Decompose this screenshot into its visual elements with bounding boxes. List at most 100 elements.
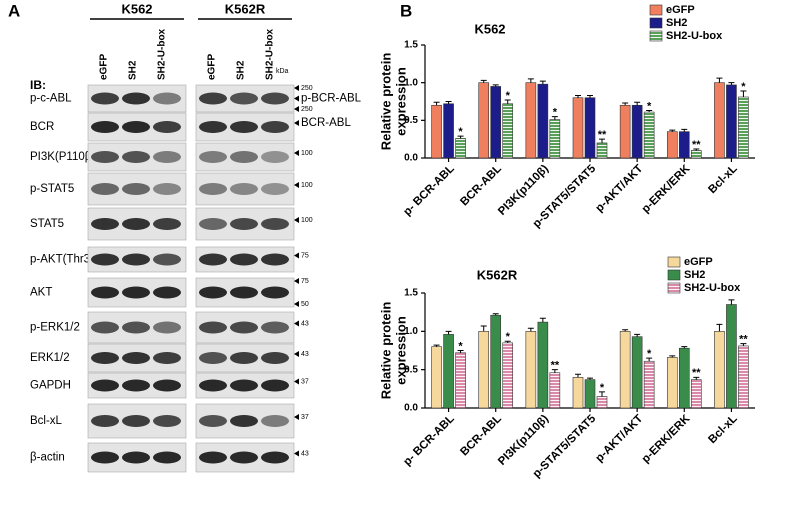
error-bar <box>669 355 676 358</box>
bar <box>431 104 442 159</box>
marker-arrow <box>294 150 299 156</box>
panel-label: B <box>400 1 412 20</box>
y-axis-label: Relative protein <box>378 53 393 151</box>
marker-arrow <box>294 378 299 385</box>
bar <box>455 138 466 159</box>
blot-band <box>261 183 289 195</box>
legend-swatch <box>667 282 681 294</box>
error-bar <box>527 78 534 83</box>
y-tick-label: 1.5 <box>404 288 418 299</box>
error-bar <box>575 94 581 98</box>
blot-band <box>153 321 181 334</box>
marker-label: 100 <box>301 150 313 157</box>
blot-band <box>91 451 119 464</box>
legend-label: eGFP <box>666 4 695 16</box>
error-bar <box>480 79 487 83</box>
y-axis-label: expression <box>393 67 408 136</box>
error-bar <box>480 325 487 332</box>
blot-band <box>122 92 150 105</box>
marker-label: BCR-ABL <box>301 117 351 129</box>
x-tick-label: p- BCR-ABL <box>401 413 456 468</box>
significance-label: * <box>553 106 558 118</box>
y-axis-label: Relative protein <box>378 302 393 400</box>
row-label: ERK1/2 <box>30 352 70 364</box>
blot-band <box>122 352 150 364</box>
blot-band <box>230 379 258 392</box>
marker-label: 75 <box>301 278 309 285</box>
marker-arrow <box>294 217 299 223</box>
legend-label: SH2 <box>684 269 705 281</box>
blot-band <box>230 218 258 230</box>
bar <box>572 377 584 409</box>
significance-label: * <box>647 348 652 360</box>
significance-label: * <box>506 331 511 343</box>
bar <box>619 104 631 159</box>
error-bar <box>433 344 440 347</box>
blot-band <box>261 352 289 364</box>
blot-band <box>261 379 289 392</box>
blot-band <box>91 253 119 266</box>
blot-band <box>199 218 227 230</box>
error-bar <box>539 317 546 323</box>
marker-arrow <box>294 351 299 357</box>
y-tick-label: 1.5 <box>404 40 418 51</box>
blot-band <box>261 286 289 299</box>
blot-band <box>199 379 227 392</box>
row-label: p-AKT(Thr308) <box>30 254 107 266</box>
blot-band <box>91 92 119 105</box>
blot-band <box>122 121 150 133</box>
significance-label: * <box>647 100 652 112</box>
panel-label: A <box>8 1 20 20</box>
kda-label: kDa <box>276 68 289 75</box>
cell-line-header: K562 <box>121 1 152 16</box>
blot-band <box>199 183 227 195</box>
blot-band <box>230 121 258 133</box>
error-bar <box>716 77 723 83</box>
error-bar <box>492 84 499 87</box>
bar <box>537 321 549 409</box>
blot-band <box>153 92 181 105</box>
legend-swatch <box>649 4 663 16</box>
bar <box>738 345 749 409</box>
row-label: PI3K(P110β) <box>30 151 95 163</box>
significance-label: * <box>458 126 463 138</box>
y-tick-label: 0.5 <box>404 115 418 126</box>
bar <box>443 334 454 409</box>
bar <box>584 97 596 159</box>
marker-label: 43 <box>301 351 309 358</box>
error-bar <box>634 101 641 106</box>
blot-band <box>261 121 289 133</box>
bar <box>631 104 643 159</box>
lane-label: SH2-U-box <box>265 28 276 80</box>
error-bar <box>716 323 723 332</box>
significance-label: ** <box>551 360 560 372</box>
legend-label: eGFP <box>684 256 713 268</box>
error-bar <box>740 343 747 346</box>
blot-band <box>153 451 181 464</box>
marker-label: 75 <box>301 252 309 259</box>
significance-label: * <box>458 340 463 352</box>
blot-band <box>153 379 181 392</box>
blot-band <box>230 183 258 195</box>
marker-arrow <box>294 120 299 126</box>
legend-swatch <box>667 269 681 281</box>
x-tick-label: p-ERK/ERK <box>640 412 693 465</box>
significance-label: ** <box>692 139 701 151</box>
blot-band <box>199 121 227 133</box>
bar <box>726 84 737 159</box>
marker-arrow <box>294 320 299 327</box>
marker-label: 250 <box>301 106 313 113</box>
error-bar <box>681 128 688 132</box>
cell-line-header: K562R <box>225 1 266 16</box>
marker-label: p-BCR-ABL <box>301 93 362 105</box>
x-tick-label: Bcl-xL <box>706 163 739 196</box>
blot-band <box>199 286 227 299</box>
blot-band <box>230 451 258 464</box>
error-bar <box>492 313 499 316</box>
blot-band <box>122 286 150 299</box>
blot-band <box>122 151 150 163</box>
error-bar <box>693 376 700 380</box>
row-label: p-c-ABL <box>30 93 72 105</box>
